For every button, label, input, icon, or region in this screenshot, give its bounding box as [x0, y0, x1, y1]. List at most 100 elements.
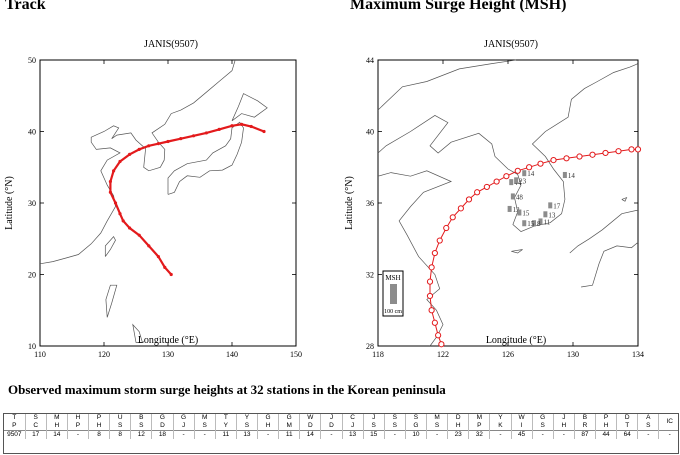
x-tick-label: 110: [34, 350, 46, 359]
table-header-cell: H: [87, 422, 110, 431]
y-tick-label: 50: [28, 56, 36, 65]
table-header-cell: M: [45, 414, 68, 422]
table-cell: -: [66, 430, 89, 439]
surge-bar: [509, 179, 514, 186]
table-header-cell: M: [278, 422, 300, 431]
x-tick-label: 118: [372, 350, 384, 359]
track-point: [163, 265, 167, 269]
track-point: [169, 272, 173, 277]
msh-legend-scale: 100 cm: [384, 309, 402, 315]
table-cell: 17: [24, 430, 47, 439]
table-header-cell: S: [425, 422, 448, 431]
table-cell: 15: [362, 430, 385, 439]
track-map-xlabel: Longitude (°E): [138, 335, 198, 346]
track-point: [514, 167, 521, 174]
track-point: [192, 134, 196, 138]
table-header-cell: J: [172, 422, 195, 431]
table-cell: 44: [594, 430, 617, 439]
track-point: [428, 264, 435, 271]
track-point: [217, 127, 221, 131]
track-point: [443, 224, 450, 232]
track-point: [121, 219, 125, 223]
table-header-cell: J: [362, 414, 385, 422]
table-cell: 10: [404, 430, 427, 439]
table-header-cell: H: [256, 422, 279, 431]
x-tick-label: 122: [437, 350, 449, 359]
msh-map-frame: [377, 59, 639, 347]
track-point: [118, 212, 122, 216]
x-tick-label: 134: [632, 350, 644, 359]
x-tick-label: 130: [162, 350, 174, 359]
surge-label: 11: [544, 218, 551, 226]
table-header-cell: H: [447, 422, 469, 431]
track-point: [628, 146, 635, 153]
track-point: [112, 169, 116, 173]
track-point: [147, 144, 151, 148]
table-cell: -: [552, 430, 575, 439]
table-header-cell: P: [468, 422, 490, 431]
table-header-cell: U: [109, 414, 131, 422]
surge-bar: [517, 209, 522, 216]
table-header-cell: H: [45, 422, 68, 431]
track-point: [589, 151, 596, 158]
track-point: [563, 155, 570, 162]
x-tick-label: 120: [98, 350, 110, 359]
y-tick-label: 32: [366, 271, 374, 280]
table-header-cell: H: [594, 422, 617, 431]
table-header-cell: M: [468, 414, 490, 422]
track-point: [465, 196, 473, 203]
msh-legend: MSH 100 cm: [382, 270, 404, 317]
surge-label: 13: [548, 211, 556, 219]
table-cell: 23: [447, 430, 469, 439]
table-header-cell: J: [341, 422, 364, 431]
table-cell: -: [256, 430, 279, 439]
track-point: [431, 249, 438, 257]
table-header-cell: G: [256, 414, 279, 422]
table-cell: 14: [45, 430, 68, 439]
track-point: [118, 159, 122, 164]
table-header-cell: S: [235, 422, 258, 431]
track-point: [147, 244, 151, 248]
table-header-cell: K: [489, 422, 511, 431]
surge-label: 14: [568, 172, 576, 180]
table-header-cell: T: [12, 414, 17, 421]
surge-label: 23: [519, 177, 527, 185]
table-header-cell: S: [130, 422, 152, 431]
table-cell: 13: [235, 430, 258, 439]
table-cell: 13: [341, 430, 364, 439]
track-map-frame: [39, 59, 297, 347]
track-heading: Track: [5, 0, 46, 13]
table-header-cell: W: [299, 414, 321, 422]
table-cell: 45: [510, 430, 533, 439]
track-point: [426, 278, 434, 285]
track-map: JANIS(9507) 110 120 130 140 150 10 20 30 40 50 Lo…: [4, 39, 302, 359]
coastline: [377, 59, 639, 347]
table-row: 9507 17 14-8 8 12 18- -11 13-11 14-13 15-10-23 32-…: [4, 430, 678, 439]
table-cell: 11: [214, 430, 237, 439]
table-header-cell: A: [637, 414, 659, 422]
table-header-cell: J: [320, 414, 342, 422]
track-point: [137, 233, 141, 237]
msh-map-axes: 118 122 126 130 134 28 32 36 40 44: [366, 56, 644, 359]
msh-legend-title: MSH: [385, 274, 400, 282]
typhoon-track: [426, 146, 642, 348]
table-header-cell: S: [193, 422, 216, 431]
table-cell: 8: [109, 430, 131, 439]
table-header-cell: C: [24, 422, 47, 431]
track-point: [230, 124, 234, 128]
track-line: [109, 123, 265, 276]
table-cell: 18: [151, 430, 173, 439]
surge-bar: [538, 218, 543, 225]
y-tick-label: 36: [366, 199, 374, 208]
track-point: [537, 160, 544, 167]
track-map-axes: 110 120 130 140 150 10 20 30 40 50: [28, 56, 302, 359]
surge-bar: [532, 220, 536, 227]
table-header-cell: G: [531, 414, 554, 422]
track-point: [428, 307, 435, 314]
table-cell: 9507: [7, 431, 22, 438]
table-cell: 14: [299, 430, 321, 439]
table-header-cell: B: [130, 414, 152, 422]
surge-bar: [543, 211, 548, 218]
table-header-cell: Y: [214, 422, 237, 431]
